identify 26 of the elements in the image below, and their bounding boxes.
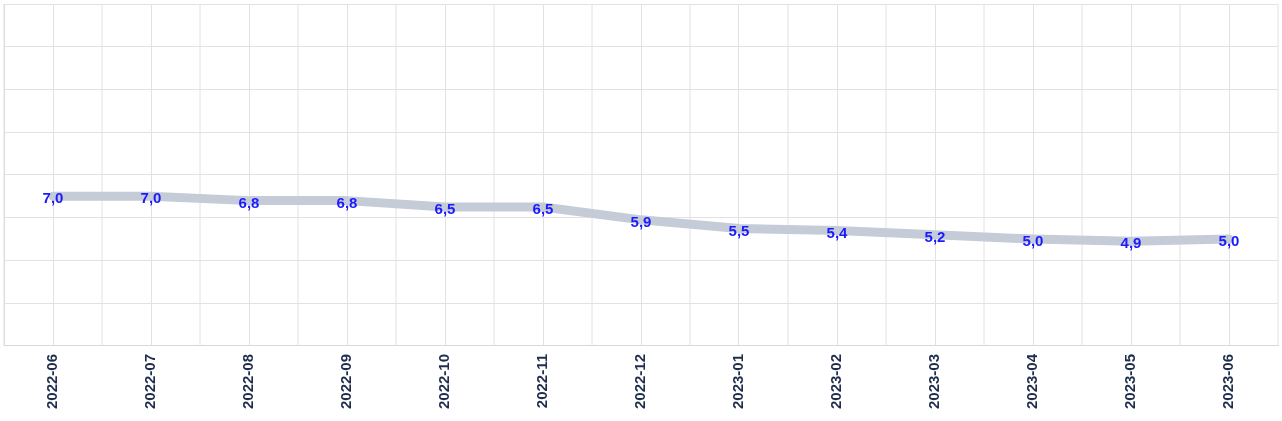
x-tick-label: 2022-08 <box>239 353 257 410</box>
data-label: 7,0 <box>140 189 162 207</box>
data-label: 7,0 <box>42 189 64 207</box>
x-tick-label: 2023-05 <box>1121 353 1139 410</box>
x-tick-label: 2022-11 <box>533 353 551 409</box>
x-tick-label: 2023-06 <box>1219 353 1237 410</box>
data-label: 5,0 <box>1022 232 1044 250</box>
x-tick-label: 2023-01 <box>729 353 747 410</box>
data-label: 5,4 <box>826 223 849 241</box>
data-label: 6,8 <box>238 193 260 211</box>
data-label: 6,5 <box>532 200 554 218</box>
x-tick-label: 2023-02 <box>827 353 845 410</box>
data-label: 6,8 <box>336 193 358 211</box>
x-tick-label: 2023-04 <box>1023 353 1041 410</box>
x-tick-label: 2022-10 <box>435 353 453 410</box>
data-label: 5,9 <box>630 213 652 230</box>
x-tick-label: 2023-03 <box>925 353 943 410</box>
data-label: 5,2 <box>924 227 946 245</box>
data-label: 6,5 <box>434 200 456 218</box>
data-label: 5,0 <box>1218 232 1240 250</box>
data-label: 5,5 <box>728 221 750 239</box>
x-tick-label: 2022-07 <box>141 353 159 410</box>
x-tick-label: 2022-09 <box>337 353 355 410</box>
data-label: 4,9 <box>1120 234 1142 252</box>
x-tick-label: 2022-12 <box>631 353 649 410</box>
x-tick-label: 2022-06 <box>43 353 61 410</box>
